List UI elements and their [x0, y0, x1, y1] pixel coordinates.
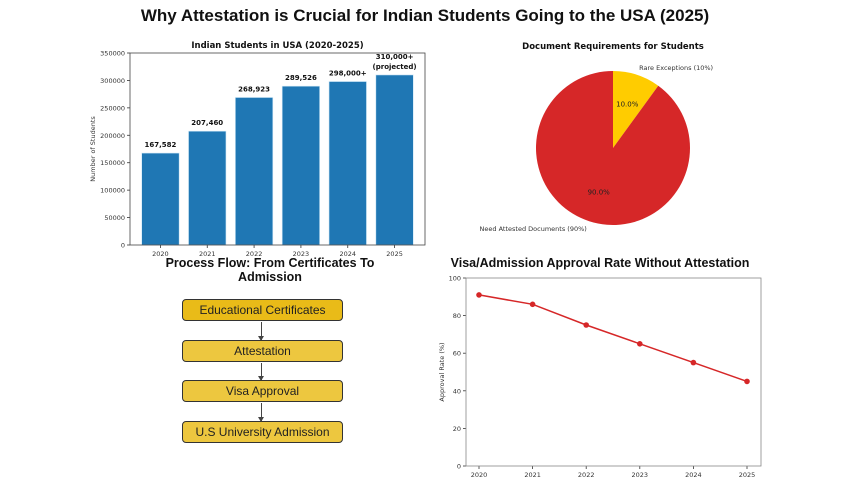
- y-tick-label: 40: [453, 387, 461, 395]
- approval-rate-line: [478, 294, 748, 383]
- flow-arrow-icon: [258, 363, 264, 381]
- data-point-2020: [476, 292, 482, 298]
- y-tick-label: 300000: [100, 77, 125, 85]
- y-tick-label: 50000: [104, 214, 125, 222]
- pie-slice-label: Need Attested Documents (90%): [480, 225, 587, 233]
- x-tick-label: 2023: [293, 250, 310, 258]
- x-tick-label: 2021: [199, 250, 216, 258]
- x-tick-label: 2022: [246, 250, 263, 258]
- y-axis-label: Number of Students: [89, 116, 97, 182]
- data-point-2023: [637, 341, 643, 347]
- data-point-2021: [529, 301, 536, 308]
- bar-data-label: (projected): [373, 63, 417, 71]
- flow-title: Process Flow: From Certificates To Admis…: [165, 256, 375, 284]
- pie-chart-title: Document Requirements for Students: [522, 42, 704, 52]
- y-tick-label: 100000: [100, 187, 125, 195]
- line-chart-title: Visa/Admission Approval Rate Without Att…: [450, 256, 750, 270]
- x-tick-label: 2022: [578, 471, 595, 479]
- flow-step-visa-approval: Visa Approval: [182, 380, 343, 402]
- y-tick-label: 250000: [100, 104, 125, 112]
- y-tick-label: 150000: [100, 159, 125, 167]
- flow-arrow-icon: [258, 403, 264, 422]
- flow-step-attestation: Attestation: [182, 340, 343, 362]
- bar-2021: [188, 130, 227, 246]
- y-tick-label: 60: [453, 350, 461, 358]
- flow-arrow-icon: [258, 322, 264, 341]
- y-tick-label: 0: [457, 463, 461, 471]
- pie-slice-1: [536, 71, 690, 225]
- data-point-2024: [690, 359, 697, 366]
- x-tick-label: 2025: [739, 471, 756, 479]
- line-chart-frame: [465, 277, 762, 467]
- bar-data-label: 207,460: [191, 119, 223, 127]
- y-tick-label: 350000: [100, 50, 125, 58]
- x-tick-label: 2021: [524, 471, 541, 479]
- data-point-2025: [744, 378, 750, 385]
- bar-chart-frame: [129, 52, 426, 246]
- bar-2024: [328, 81, 367, 246]
- x-tick-label: 2023: [632, 471, 649, 479]
- bar-2022: [235, 97, 274, 246]
- pie-pct-label: 90.0%: [588, 188, 611, 196]
- bar-2020: [141, 152, 180, 246]
- bar-chart-title: Indian Students in USA (2020-2025): [191, 41, 363, 51]
- bar-2025: [375, 74, 414, 246]
- data-point-2022: [583, 322, 589, 328]
- y-tick-label: 100: [449, 275, 461, 283]
- x-tick-label: 2024: [685, 471, 702, 479]
- bar-data-label: 298,000+: [329, 70, 367, 78]
- y-tick-label: 80: [453, 312, 461, 320]
- bar-2023: [281, 85, 320, 246]
- bar-data-label: 310,000+: [376, 53, 414, 61]
- bar-data-label: 167,582: [144, 141, 176, 149]
- bar-data-label: 289,526: [285, 74, 317, 82]
- y-axis-label: Approval Rate (%): [438, 342, 446, 401]
- y-tick-label: 20: [453, 425, 461, 433]
- y-tick-label: 200000: [100, 132, 125, 140]
- bar-data-label: 268,923: [238, 85, 270, 93]
- pie-slice-0: [613, 71, 659, 148]
- x-tick-label: 2024: [339, 250, 356, 258]
- y-tick-label: 0: [121, 242, 125, 250]
- flow-step-educational-certificates: Educational Certificates: [182, 299, 343, 321]
- x-tick-label: 2020: [152, 250, 169, 258]
- flow-step-university-admission: U.S University Admission: [182, 421, 343, 443]
- x-tick-label: 2025: [386, 250, 403, 258]
- pie-pct-label: 10.0%: [616, 101, 639, 109]
- pie-slice-label: Rare Exceptions (10%): [639, 64, 713, 72]
- x-tick-label: 2020: [471, 471, 488, 479]
- main-title: Why Attestation is Crucial for Indian St…: [140, 6, 710, 25]
